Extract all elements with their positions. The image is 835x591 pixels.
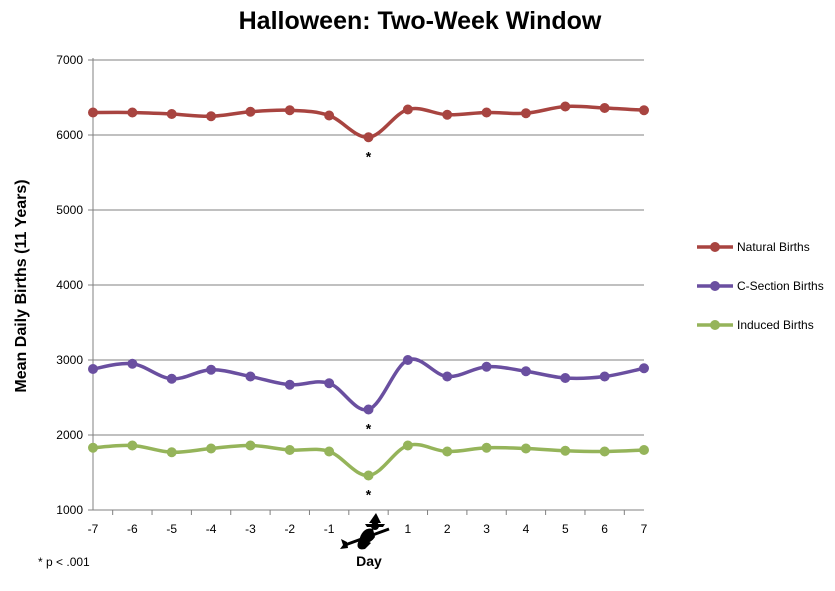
data-point	[639, 445, 649, 455]
data-point	[520, 108, 531, 119]
data-point	[88, 442, 98, 453]
legend-label: C-Section Births	[737, 279, 824, 293]
x-tick-label: -4	[206, 522, 217, 536]
chart-title: Halloween: Two-Week Window	[239, 7, 602, 35]
x-tick-label: 4	[523, 522, 530, 536]
x-tick-label: -2	[284, 522, 295, 536]
x-tick-label: 6	[601, 522, 608, 536]
significance-star: *	[366, 421, 372, 437]
data-point	[245, 440, 256, 451]
data-point	[363, 470, 374, 481]
data-point	[127, 107, 138, 118]
data-point	[599, 103, 610, 113]
y-tick-label: 7000	[56, 53, 83, 67]
x-tick-label: -3	[245, 522, 256, 536]
data-point	[324, 110, 335, 121]
data-point	[402, 440, 413, 451]
data-point	[402, 104, 413, 115]
data-point	[520, 366, 531, 377]
legend-swatch-marker	[710, 242, 720, 252]
data-point	[166, 109, 177, 119]
y-tick-label: 5000	[56, 203, 83, 217]
data-point	[324, 378, 335, 389]
witch-on-broom-icon	[340, 513, 390, 550]
data-point	[639, 105, 649, 116]
data-point	[127, 358, 138, 369]
data-point	[520, 443, 531, 454]
data-point	[599, 446, 610, 457]
data-point	[481, 361, 492, 372]
y-tick-label: 6000	[56, 128, 83, 142]
legend-swatch-marker	[710, 320, 720, 330]
x-tick-label: -6	[127, 522, 138, 536]
data-point	[481, 107, 492, 118]
data-point	[284, 379, 295, 390]
y-tick-label: 3000	[56, 353, 83, 367]
data-point	[88, 364, 98, 374]
legend-label: Natural Births	[737, 240, 810, 254]
data-point	[481, 442, 492, 453]
data-point	[245, 371, 256, 382]
y-axis-label: Mean Daily Births (11 Years)	[13, 179, 30, 392]
x-tick-label: -5	[166, 522, 177, 536]
data-point	[402, 355, 413, 365]
series-group	[88, 101, 649, 481]
x-tick-label: 1	[405, 522, 412, 536]
y-axis-ticks: 1000 2000 3000 4000 5000 6000 7000	[56, 53, 93, 517]
data-point	[166, 447, 177, 458]
data-point	[324, 446, 335, 457]
data-point	[284, 445, 295, 455]
data-point	[442, 371, 453, 382]
significance-markers: * * *	[366, 148, 372, 502]
x-tick-label: 5	[562, 522, 569, 536]
data-point	[639, 363, 649, 374]
significance-star: *	[366, 487, 372, 503]
data-point	[599, 371, 610, 382]
data-point	[442, 446, 453, 457]
data-point	[363, 404, 374, 415]
y-tick-label: 4000	[56, 278, 83, 292]
data-point	[560, 373, 571, 383]
data-point	[363, 132, 374, 143]
y-tick-label: 2000	[56, 428, 83, 442]
data-point	[127, 440, 138, 451]
legend: Natural Births C-Section Births Induced Bi…	[697, 240, 824, 332]
y-tick-label: 1000	[56, 503, 83, 517]
data-point	[442, 109, 453, 120]
data-point	[560, 101, 571, 112]
x-tick-label: -1	[324, 522, 335, 536]
x-tick-label: -7	[88, 522, 99, 536]
series-line	[92, 357, 645, 412]
x-tick-label: 7	[641, 522, 648, 536]
data-point	[284, 105, 295, 116]
x-axis-ticks: -7 -6 -5 -4 -3 -2 -1 1 2 3 4 5 6 7	[88, 510, 648, 536]
x-tick-label: 3	[483, 522, 490, 536]
data-point	[206, 111, 217, 122]
data-point	[206, 443, 217, 454]
data-point	[560, 445, 571, 456]
data-point	[166, 373, 177, 384]
data-point	[245, 106, 256, 117]
x-tick-label: 2	[444, 522, 451, 536]
significance-star: *	[366, 148, 372, 164]
footnote: * p < .001	[38, 555, 90, 569]
legend-label: Induced Births	[737, 318, 814, 332]
data-point	[206, 364, 217, 375]
data-point	[88, 107, 98, 118]
legend-swatch-marker	[710, 281, 720, 291]
x-axis-label: Day	[356, 553, 382, 569]
